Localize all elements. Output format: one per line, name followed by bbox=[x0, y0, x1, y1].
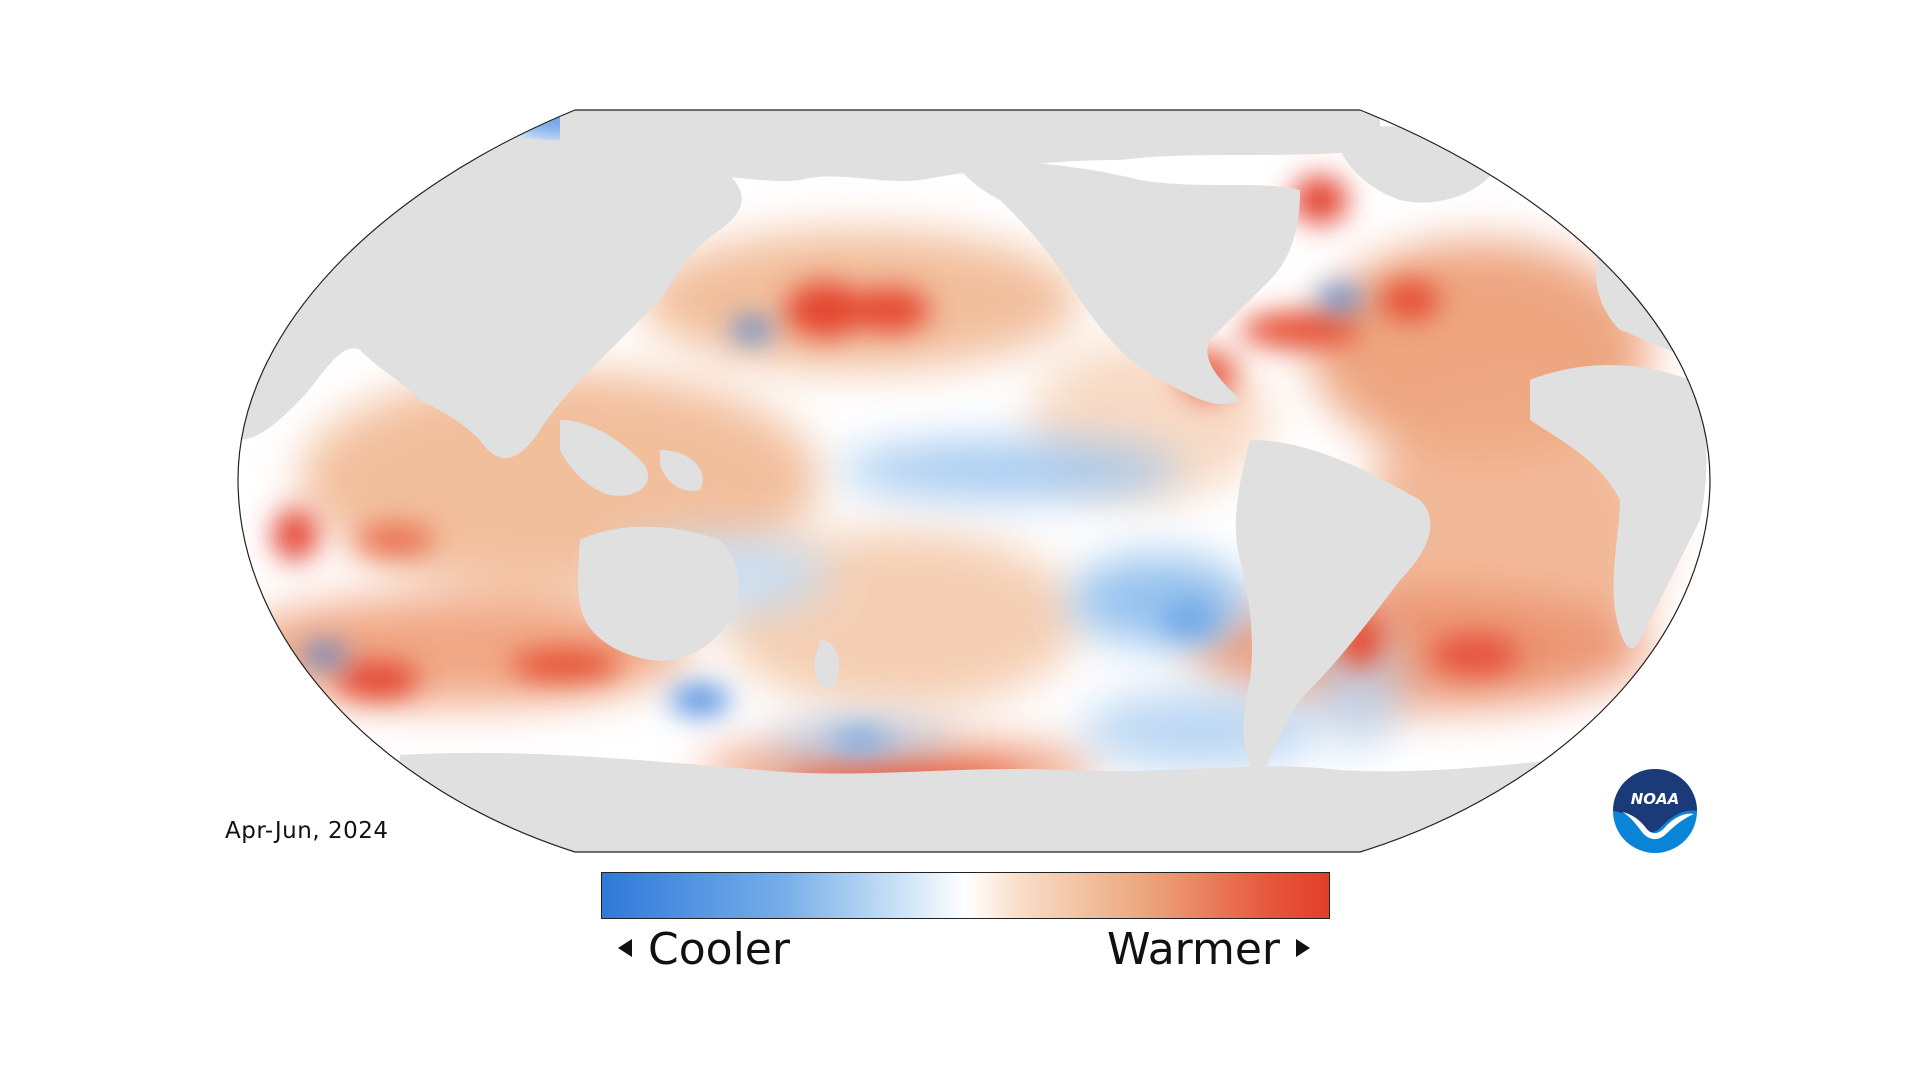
noaa-logo: NOAA bbox=[1613, 769, 1697, 853]
new-zealand-land bbox=[814, 640, 840, 689]
warmer-legend: Warmer bbox=[1107, 922, 1310, 978]
antarctica-land bbox=[400, 752, 1560, 852]
australia-land bbox=[577, 526, 739, 661]
arrow-right-icon bbox=[1296, 939, 1310, 957]
arrow-left-icon bbox=[618, 939, 632, 957]
period-label: Apr-Jun, 2024 bbox=[225, 818, 389, 844]
north-america-land bbox=[960, 160, 1300, 405]
cooler-label: Cooler bbox=[648, 924, 790, 975]
logo-text: NOAA bbox=[1631, 790, 1680, 808]
globe-outline bbox=[237, 109, 1711, 853]
maritime-islands bbox=[560, 420, 703, 496]
warmer-label: Warmer bbox=[1107, 924, 1280, 975]
arctic-land bbox=[560, 110, 1380, 183]
color-scale-bar bbox=[601, 872, 1330, 919]
south-america-land bbox=[1235, 440, 1431, 780]
cooler-legend: Cooler bbox=[618, 922, 790, 978]
africa-land bbox=[1530, 365, 1707, 649]
